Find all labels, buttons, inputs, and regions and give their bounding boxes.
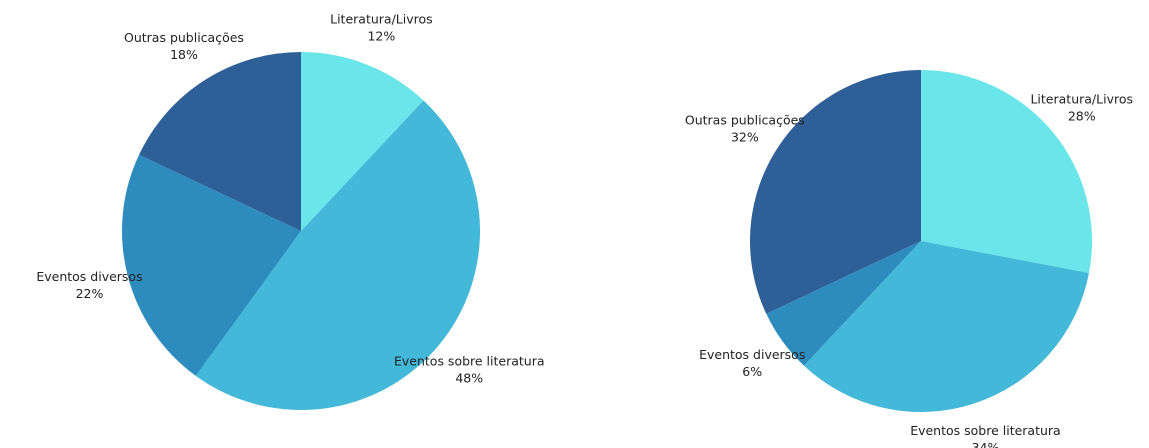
slice-label: Eventos diversos [36, 269, 142, 284]
pie-slice [301, 52, 424, 231]
slice-label: Literatura/Livros [330, 11, 433, 26]
pie-slice [139, 52, 301, 231]
slice-label: Outras publicações [124, 30, 244, 45]
slice-value: 28% [1068, 109, 1096, 124]
pie-slice [803, 241, 1089, 412]
pie-slice [750, 70, 921, 314]
slice-label: Outras publicações [685, 113, 805, 128]
slice-label: Eventos diversos [699, 347, 805, 362]
slice-value: 32% [731, 130, 759, 145]
slice-label: Literatura/Livros [1030, 92, 1133, 107]
slice-value: 34% [972, 440, 1000, 448]
pie-slice [195, 100, 480, 410]
pie-slice [766, 241, 921, 366]
slice-label: Eventos sobre literatura [910, 423, 1061, 438]
slice-value: 6% [742, 364, 762, 379]
pie-slice [921, 70, 1092, 274]
pie-slice [122, 154, 301, 376]
slice-value: 22% [76, 286, 104, 301]
slice-value: 12% [367, 28, 395, 43]
slice-value: 18% [170, 47, 198, 62]
slice-label: Eventos sobre literatura [394, 354, 545, 369]
slice-value: 48% [455, 371, 483, 386]
